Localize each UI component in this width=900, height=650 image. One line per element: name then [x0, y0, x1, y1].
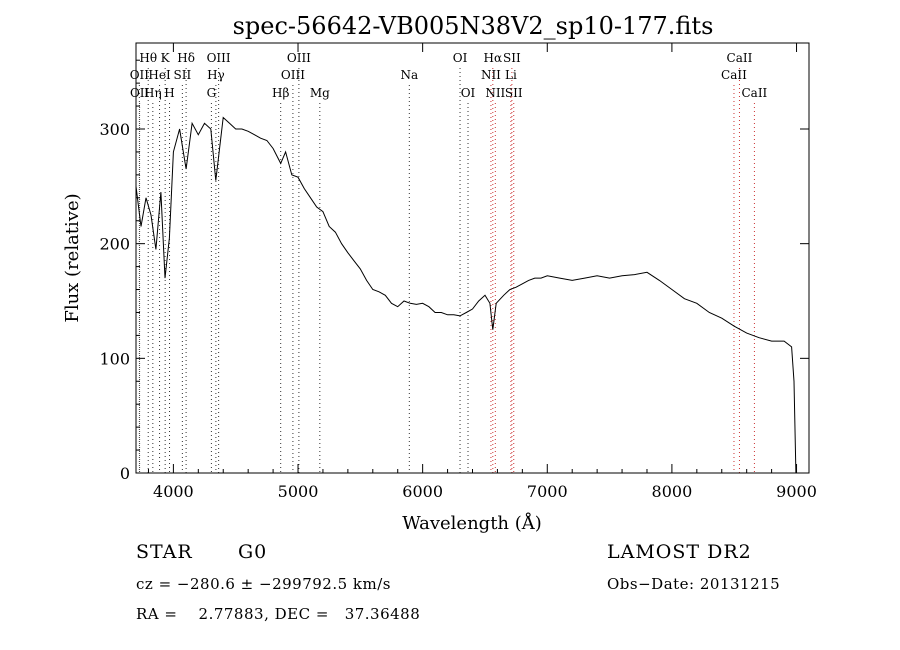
y-axis-label: Flux (relative) — [62, 193, 83, 322]
survey-name: LAMOST DR2 — [607, 541, 752, 563]
line-marker-label-21: NII — [481, 68, 501, 82]
line-marker-label-17: OI — [453, 51, 468, 65]
x-tick-label-3: 7000 — [527, 482, 568, 501]
line-marker-label-15: Mg — [310, 86, 330, 100]
line-marker-label-2: OII — [130, 86, 150, 100]
y-tick-label-0: 0 — [120, 464, 130, 483]
plot-frame — [135, 42, 810, 474]
object-class: STAR — [136, 541, 193, 563]
line-marker-label-0: Hθ — [139, 51, 157, 65]
line-marker-label-1: OII — [130, 68, 150, 82]
line-marker-label-4: K — [161, 51, 171, 65]
line-marker-label-24: SII — [505, 86, 523, 100]
line-marker-label-10: Hγ — [207, 68, 225, 82]
line-marker-label-18: OI — [461, 86, 476, 100]
line-marker-label-8: Hδ — [177, 51, 195, 65]
line-marker-label-26: CaII — [721, 68, 747, 82]
line-marker-label-5: HeI — [148, 68, 171, 82]
y-tick-label-1: 100 — [99, 349, 130, 368]
line-marker-label-20: SII — [503, 51, 521, 65]
line-marker-label-25: CaII — [727, 51, 753, 65]
redshift-velocity: cz = −280.6 ± −299792.5 km/s — [136, 575, 391, 593]
line-marker-label-7: H — [164, 86, 174, 100]
line-marker-label-3: Hη — [144, 86, 162, 100]
x-tick-label-5: 9000 — [776, 482, 817, 501]
ra-dec-coordinates: RA = 2.77883, DEC = 37.36488 — [136, 605, 421, 623]
object-subclass: G0 — [238, 541, 268, 563]
line-marker-label-9: OIII — [207, 51, 231, 65]
line-marker-label-16: Na — [400, 68, 418, 82]
observation-date: Obs−Date: 20131215 — [607, 575, 781, 593]
line-marker-label-11: G — [207, 86, 217, 100]
line-marker-label-12: Hβ — [272, 86, 289, 100]
x-tick-label-1: 5000 — [278, 482, 319, 501]
x-tick-label-0: 4000 — [153, 482, 194, 501]
line-marker-label-14: OIII — [281, 68, 305, 82]
line-marker-label-19: Hα — [484, 51, 503, 65]
x-tick-label-4: 8000 — [652, 482, 693, 501]
line-marker-label-27: CaII — [741, 86, 767, 100]
flux-series-line — [135, 116, 797, 474]
chart-title: spec-56642-VB005N38V2_sp10-177.fits — [233, 12, 714, 40]
axis-ticks: 4000 5000 6000 7000 8000 9000 0 100 200 300 — [99, 43, 817, 501]
y-tick-label-3: 300 — [99, 120, 130, 139]
line-marker-label-22: Li — [505, 68, 517, 82]
x-axis-label: Wavelength (Å) — [402, 512, 542, 534]
line-marker-label-23: NII — [485, 86, 505, 100]
x-tick-label-2: 6000 — [402, 482, 443, 501]
line-marker-label-6: SII — [174, 68, 192, 82]
line-marker-label-13: OIII — [287, 51, 311, 65]
y-tick-label-2: 200 — [99, 235, 130, 254]
